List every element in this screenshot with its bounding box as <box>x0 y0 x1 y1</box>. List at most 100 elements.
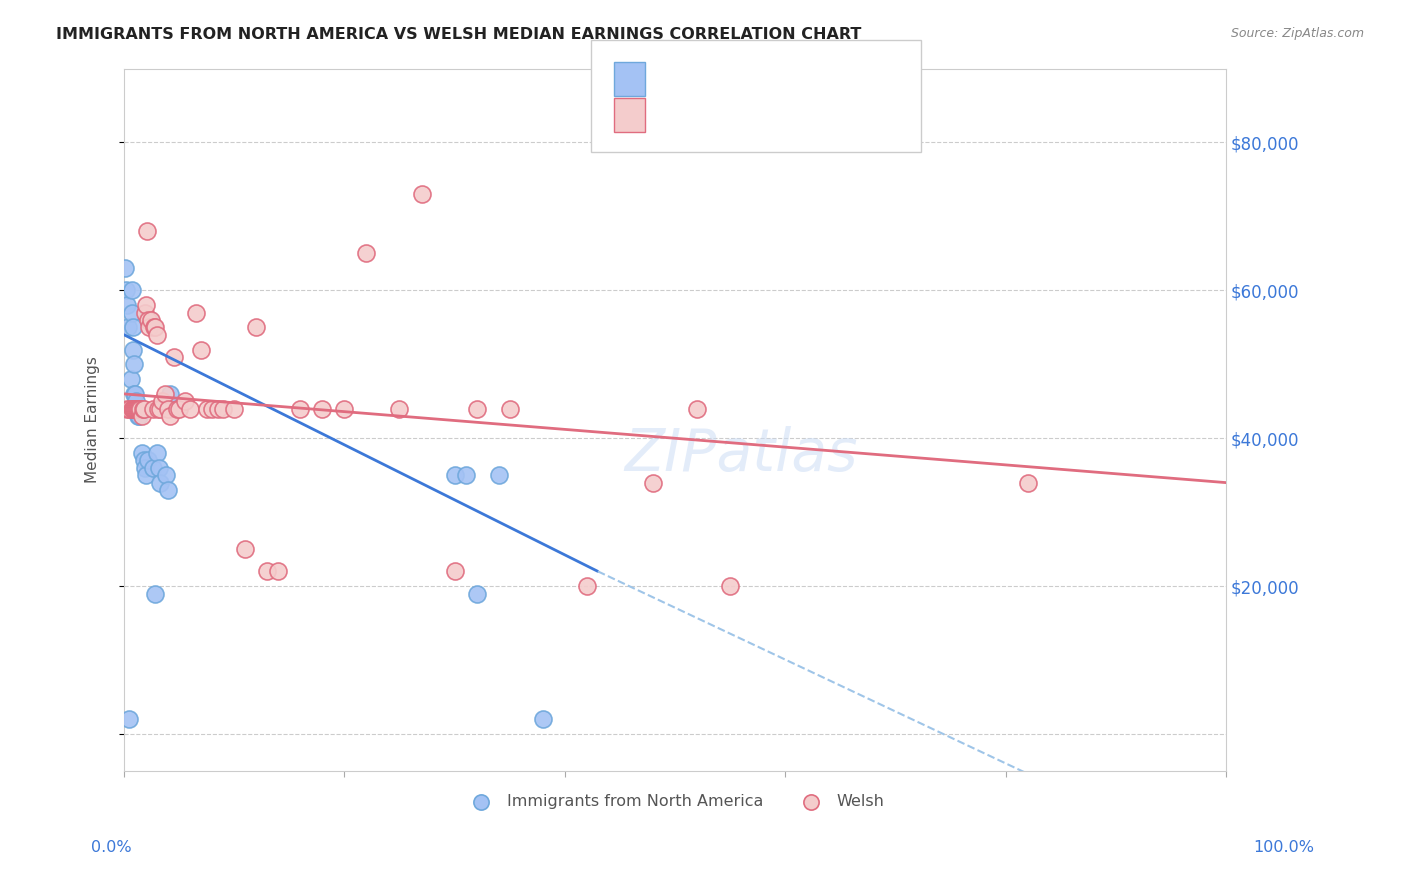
Point <box>411 187 433 202</box>
Point <box>122 357 145 371</box>
Point <box>162 350 184 364</box>
Point <box>131 401 153 416</box>
Text: 37: 37 <box>813 72 835 87</box>
Point <box>142 460 165 475</box>
Point <box>488 468 510 483</box>
Point <box>134 305 156 319</box>
Point <box>136 453 159 467</box>
Point <box>127 401 149 416</box>
Point <box>121 401 143 416</box>
Text: R =: R = <box>662 72 697 87</box>
Point <box>115 401 138 416</box>
Point <box>207 401 229 416</box>
Point <box>465 401 488 416</box>
Point <box>122 387 145 401</box>
Point <box>129 401 152 416</box>
Point <box>146 401 169 416</box>
Point <box>128 401 150 416</box>
Point <box>153 387 176 401</box>
Point <box>1017 475 1039 490</box>
Point <box>184 305 207 319</box>
Point <box>121 305 143 319</box>
Point <box>129 401 152 416</box>
Point <box>131 446 153 460</box>
Text: -0.185: -0.185 <box>702 108 759 122</box>
Point <box>443 468 465 483</box>
Point <box>166 401 188 416</box>
Point <box>686 401 709 416</box>
Point <box>152 394 174 409</box>
Point <box>149 475 172 490</box>
Point <box>136 224 159 238</box>
Point <box>159 387 181 401</box>
Point <box>256 565 278 579</box>
Point <box>115 298 138 312</box>
Text: -0.428: -0.428 <box>702 72 759 87</box>
Point <box>125 394 148 409</box>
Text: N =: N = <box>768 72 814 87</box>
Point <box>159 409 181 423</box>
Point <box>454 468 477 483</box>
Point <box>134 460 156 475</box>
Point <box>575 579 598 593</box>
Point <box>118 401 141 416</box>
Text: Source: ZipAtlas.com: Source: ZipAtlas.com <box>1230 27 1364 40</box>
Point <box>142 320 165 334</box>
Point <box>143 586 166 600</box>
Point <box>138 320 160 334</box>
Point <box>212 401 235 416</box>
Point <box>356 246 378 260</box>
Point <box>117 320 139 334</box>
Point <box>124 387 146 401</box>
Text: 0.0%: 0.0% <box>91 840 132 855</box>
Text: N =: N = <box>768 108 814 122</box>
Point <box>149 401 172 416</box>
Point <box>135 468 157 483</box>
Point <box>201 401 224 416</box>
Point <box>131 409 153 423</box>
Point <box>388 401 411 416</box>
Point <box>136 313 159 327</box>
Point <box>443 565 465 579</box>
Point <box>132 453 155 467</box>
Point <box>718 579 741 593</box>
Point <box>146 327 169 342</box>
Point <box>121 343 143 357</box>
Point <box>531 712 554 726</box>
Text: IMMIGRANTS FROM NORTH AMERICA VS WELSH MEDIAN EARNINGS CORRELATION CHART: IMMIGRANTS FROM NORTH AMERICA VS WELSH M… <box>56 27 862 42</box>
Point <box>142 401 165 416</box>
Point <box>333 401 356 416</box>
Point <box>121 401 143 416</box>
Point <box>141 313 163 327</box>
Point <box>641 475 664 490</box>
Point <box>245 320 267 334</box>
Point <box>118 712 141 726</box>
Point <box>156 401 179 416</box>
Point <box>132 401 155 416</box>
Point <box>128 409 150 423</box>
Point <box>173 394 195 409</box>
Legend: Immigrants from North America, Welsh: Immigrants from North America, Welsh <box>458 788 891 816</box>
Text: 60: 60 <box>813 108 835 122</box>
Point <box>290 401 312 416</box>
Point <box>143 320 166 334</box>
Point <box>167 401 190 416</box>
Point <box>115 284 138 298</box>
Point <box>127 409 149 423</box>
Text: R =: R = <box>662 108 697 122</box>
Point <box>465 586 488 600</box>
Point <box>139 313 162 327</box>
Point <box>499 401 522 416</box>
Text: ZIPatlas: ZIPatlas <box>624 426 858 483</box>
Point <box>224 401 246 416</box>
Point <box>311 401 333 416</box>
Point <box>114 261 136 276</box>
Point <box>190 343 212 357</box>
Point <box>120 372 142 386</box>
Point <box>122 401 145 416</box>
Y-axis label: Median Earnings: Median Earnings <box>86 356 100 483</box>
Point <box>148 460 170 475</box>
Point <box>155 468 177 483</box>
Point <box>233 542 256 557</box>
Point <box>127 401 149 416</box>
